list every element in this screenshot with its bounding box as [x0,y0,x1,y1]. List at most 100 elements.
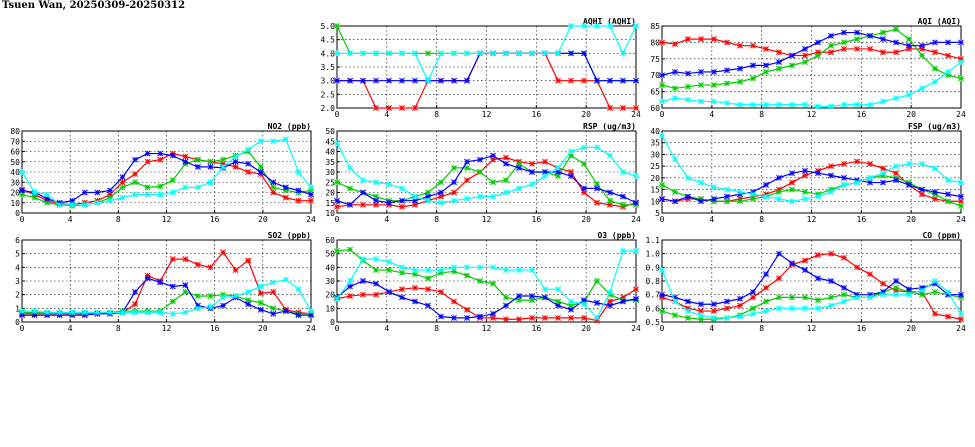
data-point [69,201,76,208]
data-point [607,197,613,204]
x-tick-label: 16 [210,324,220,333]
data-point [555,286,561,293]
data-point [373,280,379,287]
series-4 [659,267,964,321]
data-point [659,132,665,139]
data-point [698,179,704,186]
data-point [282,136,289,143]
y-tick-label: 6 [15,236,20,245]
data-point [893,163,899,170]
x-tick-label: 12 [482,324,492,333]
data-point [157,279,164,286]
y-tick-label: 30 [325,277,335,286]
y-tick-label: 60 [650,104,660,113]
data-point [958,39,964,46]
data-point [633,247,639,254]
data-point [144,184,151,191]
data-point [373,291,379,298]
data-point [841,254,847,261]
data-point [815,170,821,177]
data-point [828,302,834,309]
data-point [360,50,366,57]
data-point [81,201,88,208]
data-point [412,77,418,84]
series-4 [334,247,639,321]
data-point [802,46,808,52]
x-tick-label: 8 [116,324,121,333]
data-point [169,177,176,184]
data-point [685,36,691,43]
x-tick-label: 0 [335,324,340,333]
y-tick-label: 20 [650,174,660,183]
data-point [56,201,63,208]
data-point [425,286,431,293]
data-point [659,39,665,46]
data-point [132,171,139,178]
data-point [425,267,431,274]
x-tick-label: 24 [631,110,641,119]
data-point [841,101,847,108]
series-4 [334,140,639,206]
y-tick-label: 25 [650,162,660,171]
data-point [633,286,639,293]
data-point [477,50,483,57]
grid [337,240,636,322]
data-point [194,163,201,170]
data-point [207,304,214,310]
y-tick-label: 35 [650,139,660,148]
data-point [334,77,340,84]
series-line [661,61,962,107]
data-point [464,195,470,202]
y-tick-label: 40 [325,148,335,157]
data-point [270,305,277,312]
x-tick-label: 24 [956,110,966,119]
data-point [698,301,704,308]
data-point [232,158,239,165]
data-point [529,160,535,167]
y-tick-label: 65 [650,88,660,97]
data-point [906,42,912,49]
data-point [220,156,226,163]
data-point [672,198,678,205]
data-point [270,138,277,145]
data-point [119,194,126,201]
data-point [932,310,938,317]
aqi-chart: 0 4 8 12 16 20 24 60 65 70 75 80 85 AQI (AQI) [650,17,966,119]
data-point [594,299,600,306]
data-point [207,163,214,170]
x-tick-label: 20 [581,215,591,224]
x-tick-label: 0 [660,110,665,119]
data-point [438,199,444,206]
data-point [360,177,366,184]
data-point [44,191,51,198]
data-point [529,267,535,274]
data-point [257,138,264,145]
data-point [516,267,522,274]
data-point [893,39,899,46]
data-point [932,39,938,46]
data-point [529,314,535,321]
data-point [182,153,189,160]
y-tick-label: 3 [15,277,20,286]
data-point [802,167,808,174]
data-point [776,59,782,66]
x-tick-label: 16 [857,324,867,333]
y-tick-label: 20 [325,189,335,198]
x-tick-label: 16 [857,215,867,224]
data-point [607,23,613,29]
data-point [867,101,873,108]
data-point [815,39,821,46]
data-point [594,199,600,206]
data-point [594,23,600,29]
data-point [144,150,151,157]
data-point [464,158,470,165]
data-point [245,146,252,153]
data-point [503,177,509,184]
data-point [399,105,405,111]
data-point [581,160,587,167]
data-point [776,195,782,202]
data-point [270,279,277,286]
data-point [464,177,470,184]
y-tick-label: 10 [325,304,335,313]
data-point [763,298,769,305]
